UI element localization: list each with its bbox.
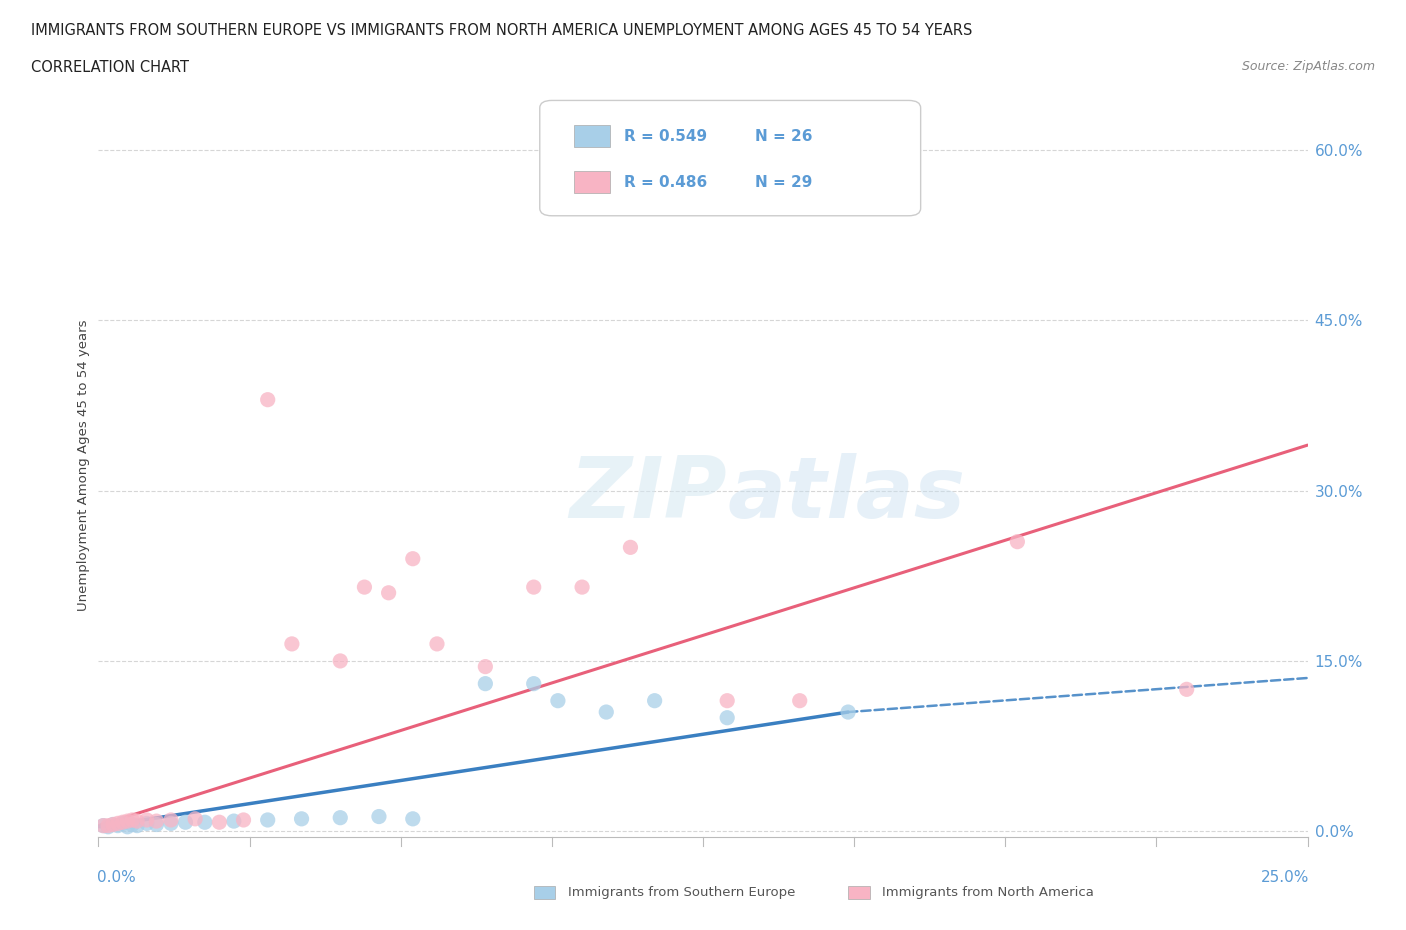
Point: [1175, 682, 1198, 697]
Text: CORRELATION CHART: CORRELATION CHART: [31, 60, 188, 75]
Point: [368, 809, 391, 824]
Point: [256, 392, 278, 407]
Text: R = 0.549: R = 0.549: [624, 128, 707, 143]
Point: [101, 817, 124, 832]
FancyBboxPatch shape: [574, 171, 610, 193]
Point: [595, 705, 617, 720]
Point: [184, 811, 207, 826]
Point: [174, 815, 197, 830]
Point: [837, 705, 859, 720]
Point: [135, 813, 157, 828]
Point: [474, 659, 496, 674]
Text: atlas: atlas: [727, 453, 966, 537]
Point: [107, 818, 129, 833]
Text: ZIP: ZIP: [569, 453, 727, 537]
Point: [101, 817, 124, 832]
Point: [160, 813, 183, 828]
Text: R = 0.486: R = 0.486: [624, 175, 707, 190]
Point: [97, 818, 120, 833]
Point: [107, 816, 129, 830]
Point: [111, 815, 134, 830]
Point: [716, 693, 738, 708]
Text: 0.0%: 0.0%: [97, 870, 136, 885]
Point: [281, 636, 304, 651]
Point: [426, 636, 449, 651]
Point: [127, 818, 149, 833]
Point: [571, 579, 593, 594]
Text: Immigrants from Southern Europe: Immigrants from Southern Europe: [568, 886, 794, 899]
Text: N = 29: N = 29: [755, 175, 813, 190]
Text: IMMIGRANTS FROM SOUTHERN EUROPE VS IMMIGRANTS FROM NORTH AMERICA UNEMPLOYMENT AM: IMMIGRANTS FROM SOUTHERN EUROPE VS IMMIG…: [31, 23, 973, 38]
Text: 25.0%: 25.0%: [1260, 870, 1309, 885]
Point: [619, 540, 641, 555]
Point: [232, 813, 254, 828]
Point: [194, 815, 217, 830]
Point: [91, 818, 114, 833]
Point: [117, 814, 139, 829]
FancyBboxPatch shape: [574, 125, 610, 147]
Point: [523, 579, 546, 594]
Point: [789, 693, 811, 708]
Point: [117, 819, 139, 834]
Point: [222, 814, 245, 829]
Y-axis label: Unemployment Among Ages 45 to 54 years: Unemployment Among Ages 45 to 54 years: [77, 319, 90, 611]
Point: [111, 816, 134, 830]
Point: [329, 810, 352, 825]
Point: [353, 579, 375, 594]
Point: [523, 676, 546, 691]
Point: [716, 711, 738, 725]
Point: [402, 811, 425, 826]
FancyBboxPatch shape: [540, 100, 921, 216]
Point: [145, 814, 167, 829]
Point: [644, 693, 666, 708]
Point: [474, 676, 496, 691]
Point: [1007, 534, 1029, 549]
Point: [208, 815, 231, 830]
Point: [121, 817, 143, 832]
Point: [121, 813, 143, 828]
Text: Immigrants from North America: Immigrants from North America: [882, 886, 1094, 899]
Point: [91, 818, 114, 833]
Point: [160, 816, 183, 830]
FancyBboxPatch shape: [534, 886, 555, 899]
FancyBboxPatch shape: [848, 886, 870, 899]
Point: [256, 813, 278, 828]
Text: Source: ZipAtlas.com: Source: ZipAtlas.com: [1241, 60, 1375, 73]
Text: N = 26: N = 26: [755, 128, 813, 143]
Point: [97, 819, 120, 834]
Point: [402, 551, 425, 566]
Point: [329, 654, 352, 669]
Point: [547, 693, 569, 708]
Point: [127, 814, 149, 829]
Point: [145, 817, 167, 832]
Point: [377, 585, 399, 600]
Point: [135, 816, 157, 830]
Point: [290, 811, 312, 826]
